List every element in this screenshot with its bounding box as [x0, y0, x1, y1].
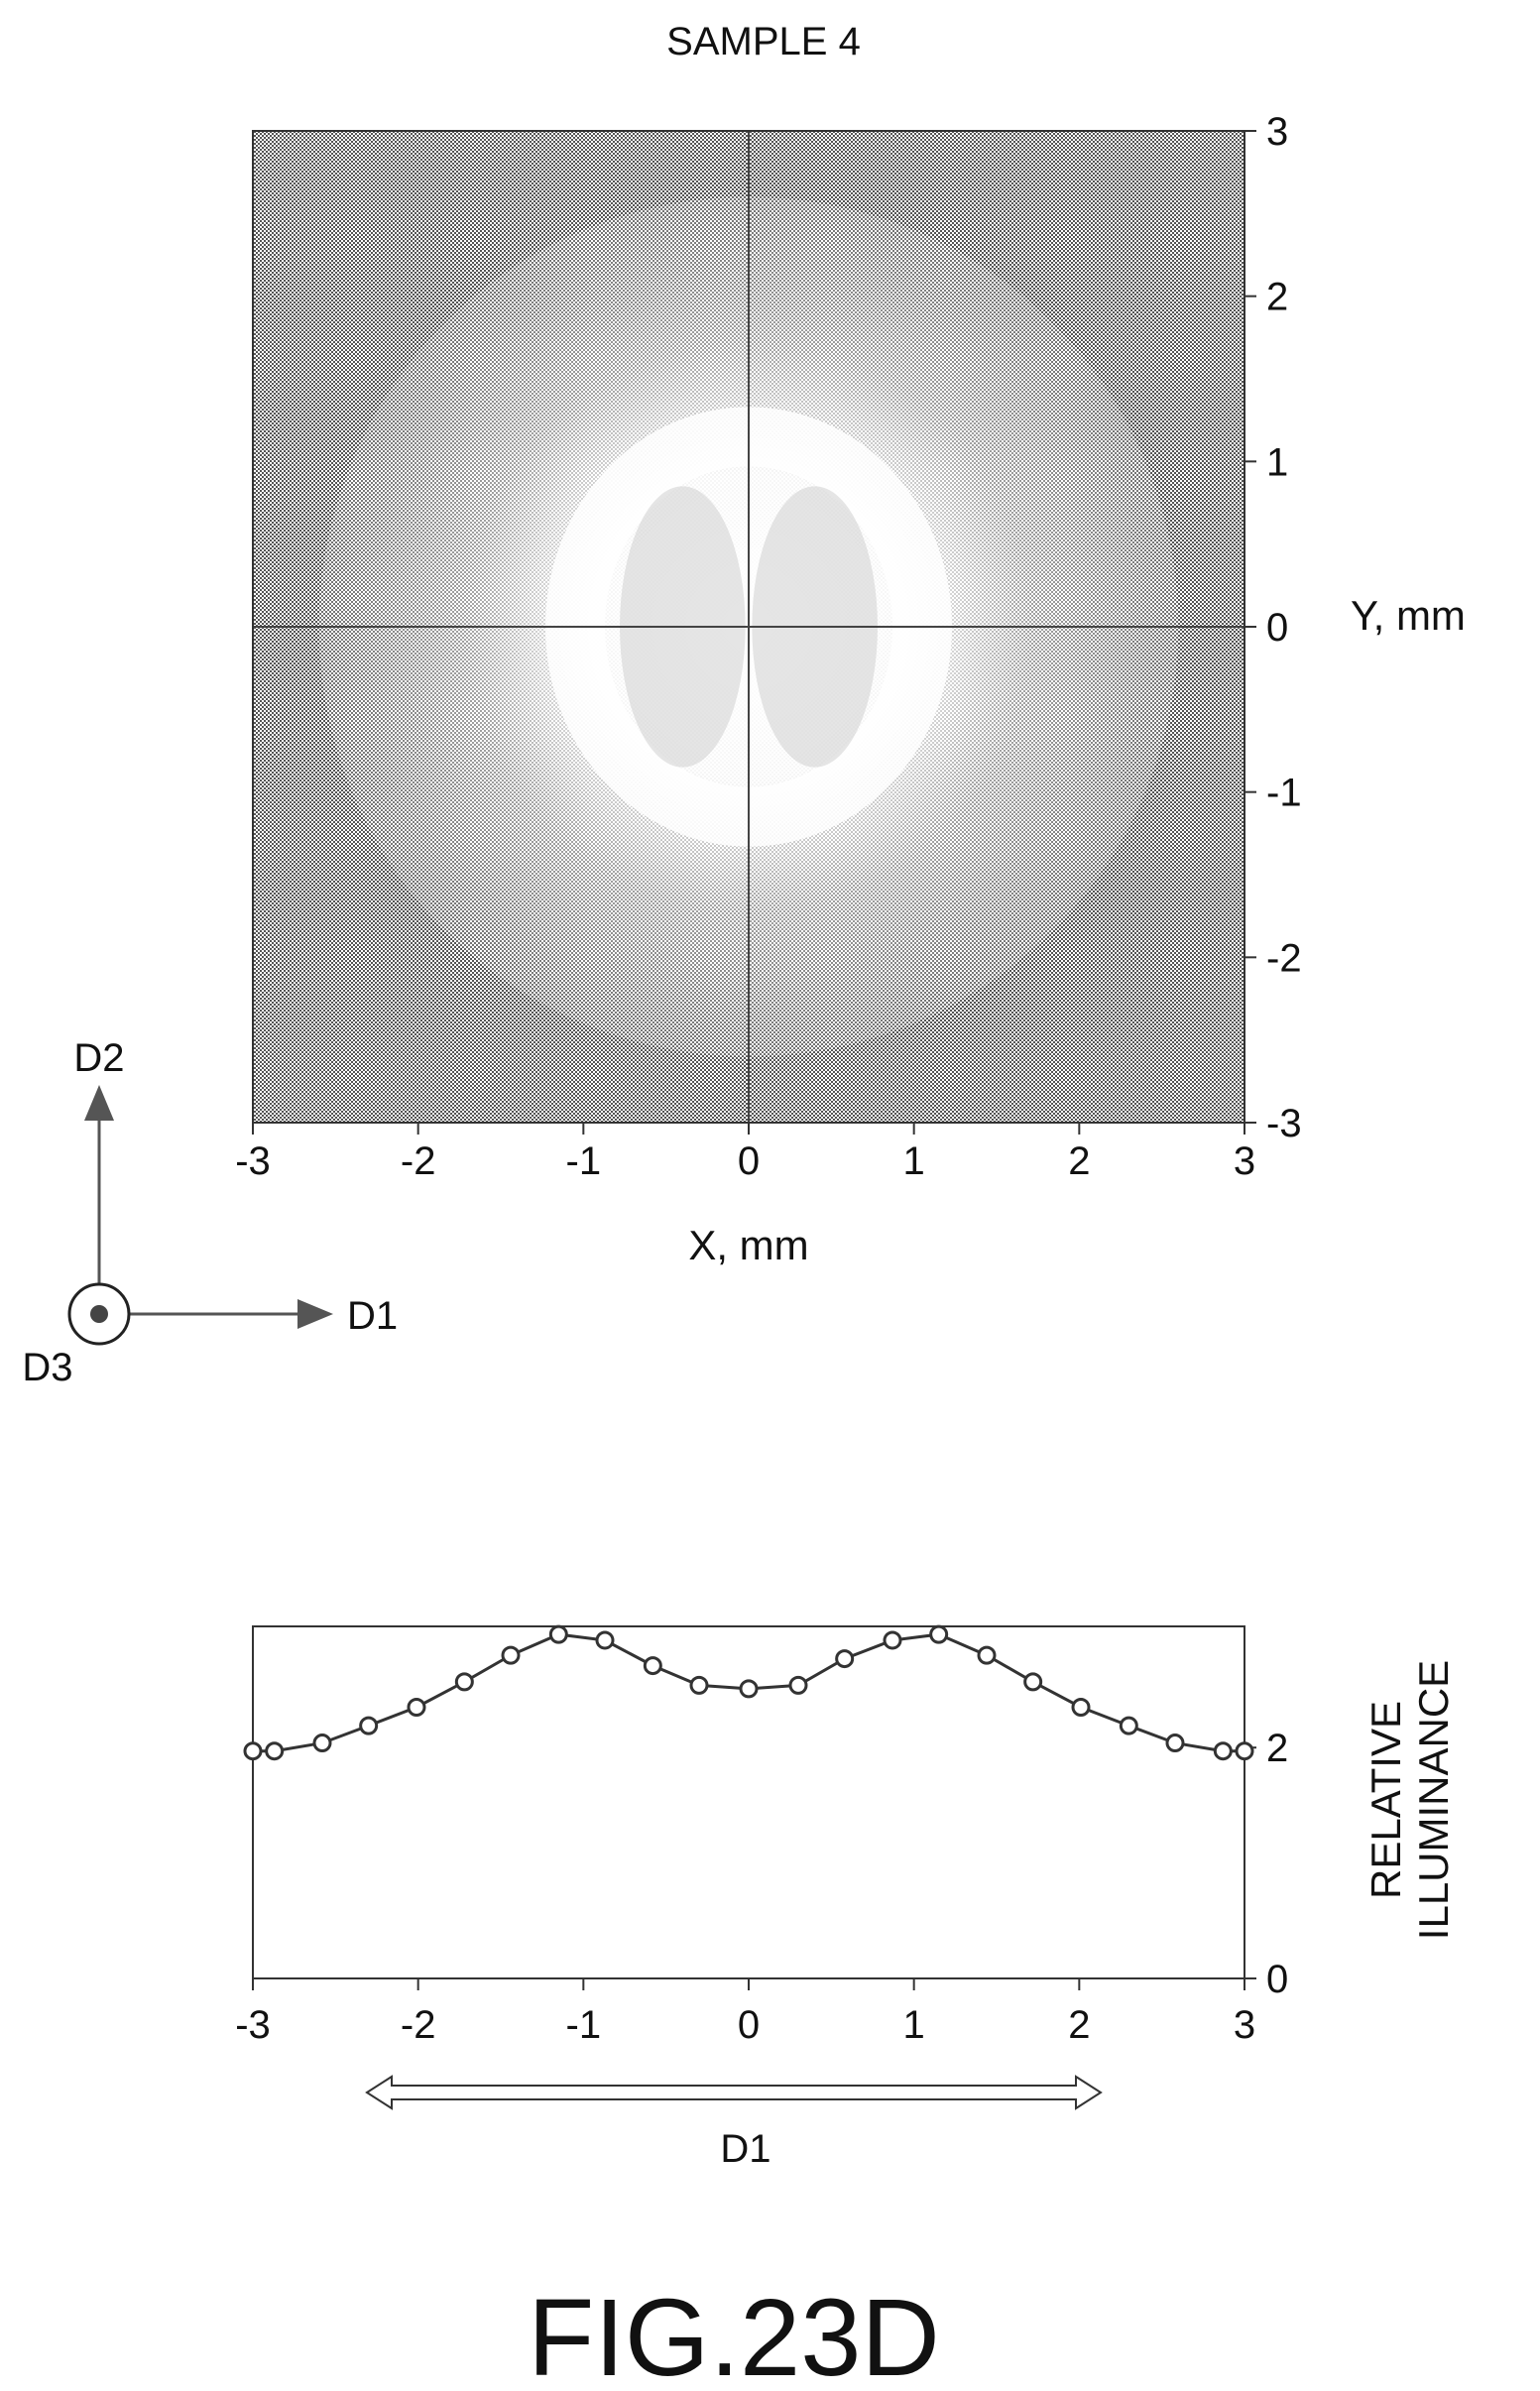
heatmap-title: SAMPLE 4: [666, 20, 861, 63]
d3-dot-icon: [90, 1305, 108, 1323]
line-chart-y-tick-label: 2: [1266, 1727, 1288, 1770]
illuminance-data-point: [265, 1741, 285, 1761]
line-chart-x-tick-label: -1: [566, 2003, 602, 2047]
illuminance-data-point: [835, 1649, 855, 1669]
illuminance-data-point: [407, 1697, 426, 1717]
heatmap-x-tick-label: 2: [1068, 1139, 1090, 1183]
line-chart-x-tick-label: -3: [235, 2003, 271, 2047]
heatmap-x-axis-label: X, mm: [688, 1222, 808, 1268]
illuminance-data-point: [1071, 1697, 1091, 1717]
d1-double-arrow-shape: [365, 2075, 1103, 2110]
line-chart-x-tick-label: -2: [401, 2003, 436, 2047]
d3-label: D3: [22, 1346, 72, 1389]
illuminance-data-point: [643, 1656, 662, 1676]
d1-double-arrow: D1: [365, 2075, 1103, 2171]
illuminance-data-point: [739, 1679, 759, 1699]
heatmap-y-tick-label: -1: [1266, 772, 1302, 815]
line-chart-x-tick-label: 1: [903, 2003, 925, 2047]
heatmap-x-tick-label: 3: [1234, 1139, 1255, 1183]
illuminance-data-point: [595, 1630, 615, 1650]
heatmap-x-tick-label: -2: [401, 1139, 436, 1183]
heatmap-x-tick-label: -3: [235, 1139, 271, 1183]
illuminance-data-point: [788, 1675, 808, 1695]
illuminance-data-point: [929, 1624, 949, 1644]
line-chart-y-label-line2: ILLUMINANCE: [1410, 1660, 1457, 1940]
illuminance-data-point: [548, 1624, 568, 1644]
heatmap-y-tick-label: 3: [1266, 110, 1288, 154]
illuminance-data-point: [454, 1672, 474, 1692]
illuminance-data-point: [689, 1675, 709, 1695]
heatmap-y-tick-label: -3: [1266, 1102, 1302, 1145]
illuminance-data-point: [1023, 1672, 1043, 1692]
line-chart-frame: [252, 1625, 1245, 1979]
illuminance-data-point: [883, 1630, 902, 1650]
illuminance-data-point: [1165, 1733, 1185, 1753]
heatmap-y-tick-label: 2: [1266, 276, 1288, 319]
line-chart-x-tick-label: 3: [1234, 2003, 1255, 2047]
figure-label: FIG.23D: [528, 2277, 940, 2391]
heatmap-plot: -3 -2 -1 0 1 2 3 3 2 1 0 -1 -2 -3: [235, 110, 1301, 1183]
direction-indicator: D2 D1 D3: [22, 1036, 398, 1389]
line-chart-x-tick-label: 0: [738, 2003, 760, 2047]
illuminance-line-chart: -3 -2 -1 0 1 2 3 0 2: [235, 1624, 1288, 2047]
line-chart-y-tick-label: 0: [1266, 1958, 1288, 2001]
heatmap-x-tick-label: -1: [566, 1139, 602, 1183]
line-chart-y-label-line1: RELATIVE: [1362, 1701, 1409, 1899]
illuminance-data-point: [1235, 1741, 1254, 1761]
heatmap-x-tick-label: 0: [738, 1139, 760, 1183]
heatmap-y-tick-label: 0: [1266, 606, 1288, 650]
illuminance-data-point: [1119, 1716, 1138, 1735]
heatmap-y-axis-label: Y, mm: [1351, 592, 1466, 639]
heatmap-y-tick-label: -2: [1266, 936, 1302, 980]
d1-double-arrow-label: D1: [720, 2127, 770, 2171]
illuminance-data-point: [359, 1716, 379, 1735]
illuminance-data-point: [243, 1741, 263, 1761]
d2-label: D2: [73, 1036, 124, 1080]
heatmap-x-tick-label: 1: [903, 1139, 925, 1183]
line-chart-x-tick-label: 2: [1068, 2003, 1090, 2047]
illuminance-data-point: [501, 1645, 521, 1665]
d1-label: D1: [347, 1294, 398, 1338]
illuminance-data-point: [977, 1645, 997, 1665]
illuminance-data-point: [1213, 1741, 1233, 1761]
heatmap-y-tick-label: 1: [1266, 440, 1288, 484]
illuminance-data-point: [312, 1733, 332, 1753]
